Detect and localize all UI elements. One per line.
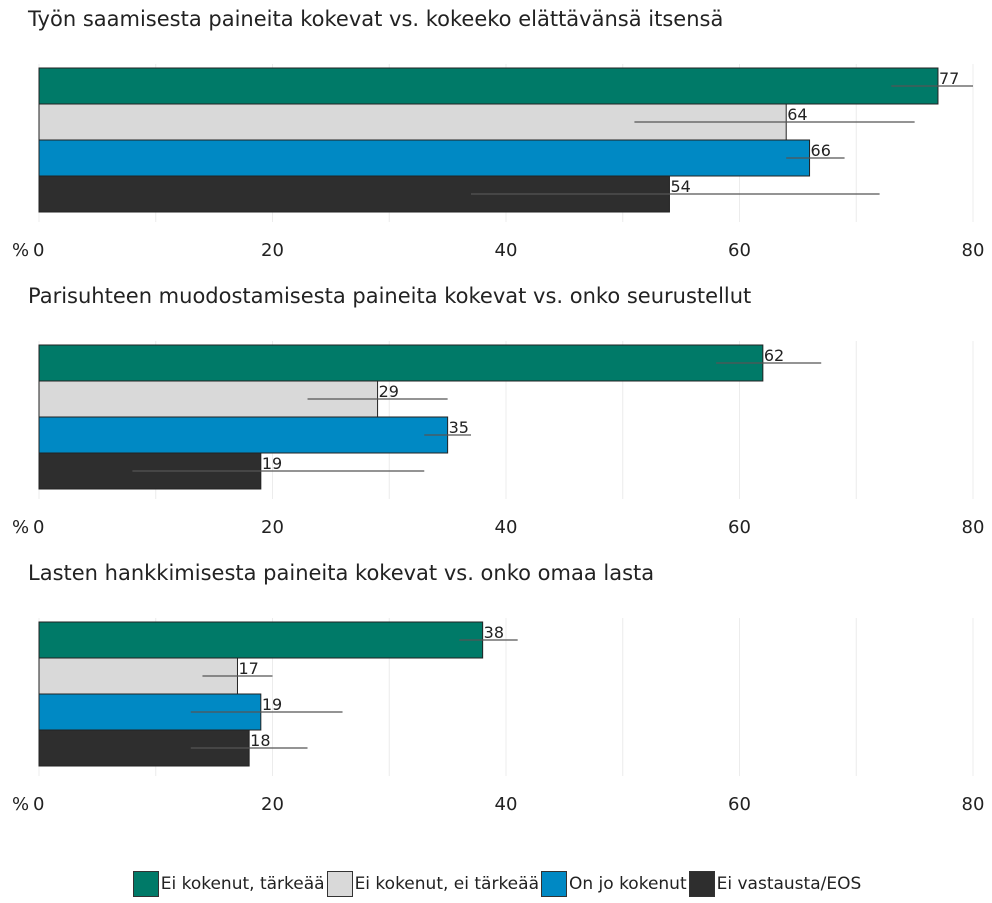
tick-label: 0 (33, 517, 44, 538)
tick-label: 80 (962, 240, 985, 261)
data-label: 19 (262, 695, 282, 714)
chart-canvas: Työn saamisesta paineita kokevat vs. kok… (12, 7, 985, 815)
panel-title: Työn saamisesta paineita kokevat vs. kok… (27, 7, 723, 31)
data-label: 18 (250, 731, 270, 750)
data-label: 66 (811, 141, 831, 160)
tick-label: 40 (495, 517, 518, 538)
tick-label: 0 (33, 240, 44, 261)
tick-label: 20 (261, 517, 284, 538)
legend-swatch (132, 871, 159, 897)
legend-label: On jo kokenut (568, 874, 687, 894)
tick-label: 40 (495, 794, 518, 815)
data-label: 64 (787, 105, 807, 124)
data-label: 29 (379, 382, 399, 401)
panel-title: Parisuhteen muodostamisesta paineita kok… (28, 284, 751, 308)
data-label: 38 (484, 623, 504, 642)
tick-label: 20 (261, 794, 284, 815)
data-label: 35 (449, 418, 469, 437)
legend-item: On jo kokenut (540, 871, 687, 897)
data-label: 77 (939, 69, 959, 88)
legend-swatch (540, 871, 567, 897)
bar (38, 67, 939, 105)
tick-label: 60 (728, 517, 751, 538)
chart-legend: Ei kokenut, tärkeää Ei kokenut, ei tärkeä… (0, 868, 992, 900)
data-label: 17 (238, 659, 258, 678)
data-label: 54 (670, 177, 690, 196)
legend-label: Ei kokenut, tärkeää (160, 874, 325, 894)
data-label: 19 (262, 454, 282, 473)
bar (38, 416, 449, 454)
tick-label: 0 (33, 794, 44, 815)
tick-label: 60 (728, 794, 751, 815)
legend-swatch (688, 871, 715, 897)
tick-label: 80 (962, 794, 985, 815)
legend-label: Ei vastausta/EOS (716, 874, 862, 894)
legend-item: Ei kokenut, ei tärkeää (326, 871, 539, 897)
bar (38, 139, 811, 177)
tick-label: 60 (728, 240, 751, 261)
legend-swatch (326, 871, 353, 897)
bar (38, 344, 764, 382)
legend-item: Ei vastausta/EOS (688, 871, 862, 897)
axis-unit-label: % (12, 240, 29, 261)
data-label: 62 (764, 346, 784, 365)
axis-unit-label: % (12, 517, 29, 538)
tick-label: 40 (495, 240, 518, 261)
tick-label: 20 (261, 240, 284, 261)
bar (38, 380, 379, 418)
legend-item: Ei kokenut, tärkeää (132, 871, 325, 897)
axis-unit-label: % (12, 794, 29, 815)
bar (38, 621, 484, 659)
legend-label: Ei kokenut, ei tärkeää (354, 874, 539, 894)
panel-title: Lasten hankkimisesta paineita kokevat vs… (28, 561, 654, 585)
tick-label: 80 (962, 517, 985, 538)
